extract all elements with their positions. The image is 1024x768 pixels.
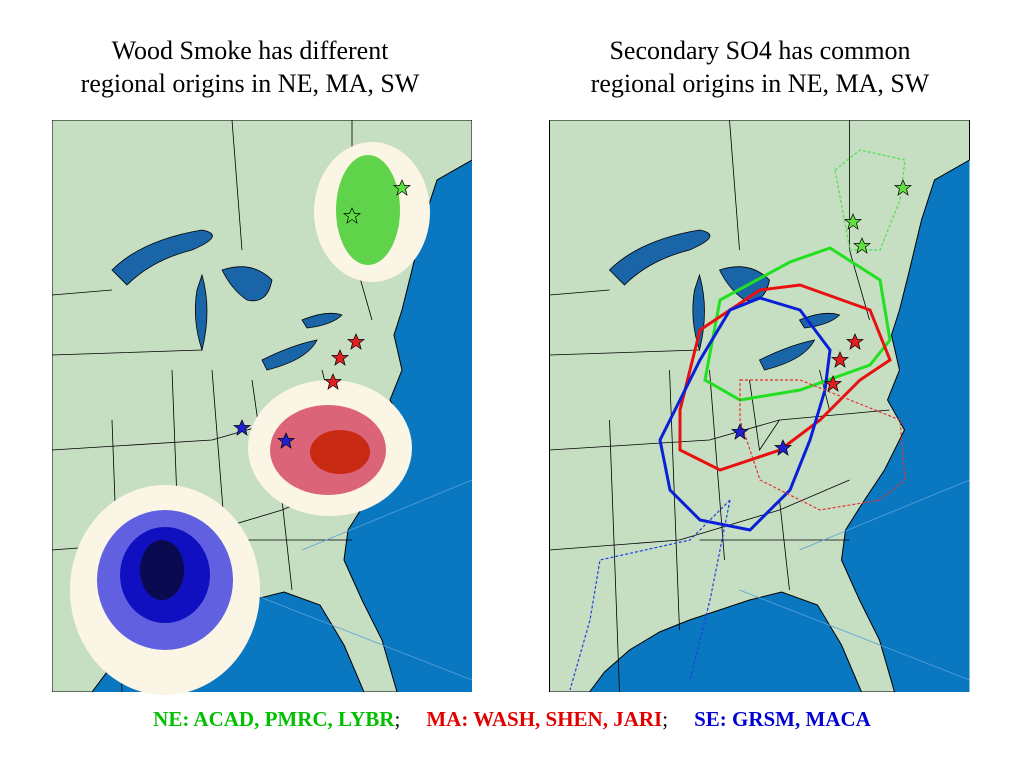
base-map xyxy=(548,120,971,692)
title-line: regional origins in NE, MA, SW xyxy=(590,69,930,98)
title-line: Wood Smoke has different xyxy=(111,36,389,65)
legend-item: SE: GRSM, MACA xyxy=(694,707,871,731)
ne-plume xyxy=(314,142,430,282)
map-so4 xyxy=(548,120,971,692)
legend-item: MA: WASH, SHEN, JARI xyxy=(426,707,663,731)
ma-plume xyxy=(248,380,412,516)
title-line: Secondary SO4 has common xyxy=(609,36,911,65)
legend-item: NE: ACAD, PMRC, LYBR xyxy=(153,707,395,731)
legend-separator: ; xyxy=(662,707,669,731)
map-wood-smoke xyxy=(52,120,472,695)
panel-title: Wood Smoke has different regional origins… xyxy=(10,34,490,100)
site-legend: NE: ACAD, PMRC, LYBR; MA: WASH, SHEN, JAR… xyxy=(0,707,1024,732)
contours xyxy=(569,149,906,691)
legend-separator: ; xyxy=(394,707,401,731)
panel-title: Secondary SO4 has common regional origins… xyxy=(520,34,1000,100)
title-line: regional origins in NE, MA, SW xyxy=(80,69,420,98)
se-plume xyxy=(70,485,260,695)
